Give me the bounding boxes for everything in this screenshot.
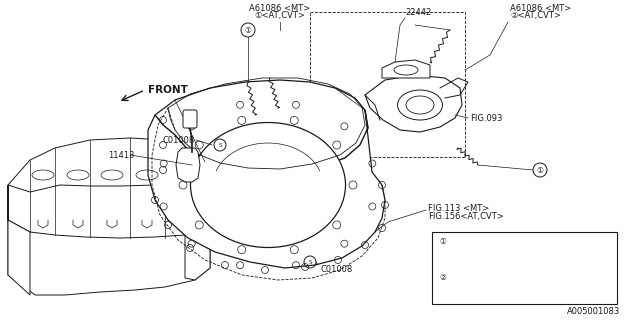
Text: A61088 (-'13MY1302): A61088 (-'13MY1302) (458, 271, 541, 281)
Text: A005001083: A005001083 (567, 308, 620, 316)
Text: J2100  ('13MY1302- ): J2100 ('13MY1302- ) (458, 254, 538, 263)
Polygon shape (8, 138, 210, 192)
Ellipse shape (191, 123, 346, 247)
Text: C01008: C01008 (163, 135, 195, 145)
Ellipse shape (397, 90, 442, 120)
Text: ②: ② (440, 273, 447, 282)
Polygon shape (8, 185, 30, 295)
Text: A61099 ('13MY1302- ): A61099 ('13MY1302- ) (458, 290, 543, 299)
Bar (432, 232, 617, 304)
Polygon shape (185, 148, 210, 280)
Text: FRONT: FRONT (148, 85, 188, 95)
Text: S: S (218, 142, 221, 148)
Polygon shape (176, 148, 200, 182)
Text: FIG.093: FIG.093 (470, 114, 502, 123)
Text: ①: ① (244, 26, 252, 35)
Text: ①: ① (440, 236, 447, 245)
Polygon shape (365, 75, 462, 132)
Text: 22442: 22442 (405, 7, 431, 17)
Text: FIG.113 <MT>: FIG.113 <MT> (428, 204, 489, 212)
Polygon shape (8, 185, 210, 295)
Text: C01008: C01008 (320, 266, 352, 275)
Polygon shape (382, 60, 430, 78)
Text: A61086 <MT>: A61086 <MT> (250, 4, 310, 12)
Text: S: S (308, 260, 312, 265)
Text: A61085 (-'13MY1302): A61085 (-'13MY1302) (458, 236, 541, 244)
Text: ②<AT,CVT>: ②<AT,CVT> (510, 11, 561, 20)
Polygon shape (148, 110, 385, 268)
Bar (310, 12, 465, 157)
Text: FIG.156<AT,CVT>: FIG.156<AT,CVT> (428, 212, 504, 220)
Polygon shape (155, 80, 368, 173)
FancyBboxPatch shape (183, 110, 197, 128)
Text: A61086 <MT>: A61086 <MT> (510, 4, 572, 12)
Text: ①: ① (536, 165, 543, 174)
Text: ①<AT,CVT>: ①<AT,CVT> (255, 11, 305, 20)
Text: 11413: 11413 (108, 150, 134, 159)
